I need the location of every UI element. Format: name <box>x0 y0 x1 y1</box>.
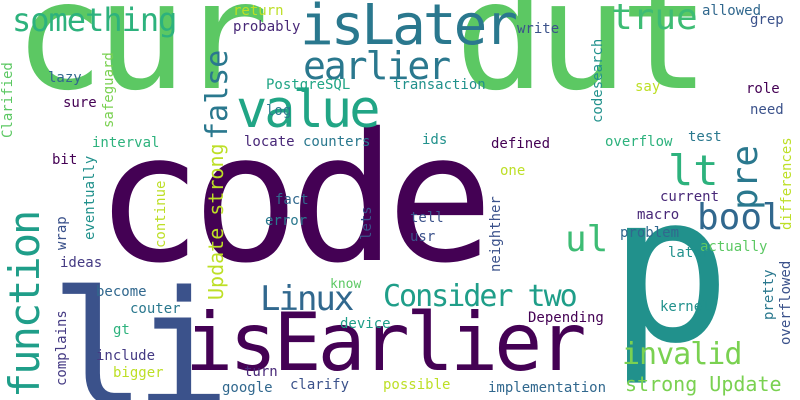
word-neighther: neighther <box>488 196 504 272</box>
word-codesearch: codesearch <box>590 38 606 123</box>
word-log: log <box>266 103 292 119</box>
word-something: something <box>12 1 177 39</box>
word-wrap: wrap <box>54 216 70 250</box>
word-Clarified: Clarified <box>0 62 16 138</box>
word-include: include <box>96 348 156 364</box>
word-fact: fact <box>275 192 309 208</box>
word-bool: bool <box>697 197 784 238</box>
word-consider-two: Consider two <box>383 279 578 314</box>
word-ideas: ideas <box>60 255 103 271</box>
word-function: function <box>0 211 49 398</box>
word-ids: ids <box>422 132 448 148</box>
word-false: false <box>200 49 235 140</box>
word-know: know <box>330 277 362 292</box>
word-lets: lets <box>359 206 375 240</box>
word-Linux: Linux <box>260 279 354 319</box>
word-code: code <box>95 95 494 302</box>
word-actually: actually <box>700 239 768 255</box>
word-safeguard: safeguard <box>101 52 117 128</box>
word-become: become <box>96 284 147 300</box>
word-couter: couter <box>130 301 181 317</box>
word-PostgreSQL: PostgreSQL <box>266 77 351 93</box>
word-lazy: lazy <box>48 70 82 86</box>
word-write: write <box>517 21 560 37</box>
word-lt: lt <box>668 146 719 195</box>
word-macro: macro <box>637 207 680 223</box>
word-implementation: implementation <box>488 380 607 396</box>
word-gt: gt <box>113 322 130 338</box>
word-value: value <box>236 80 381 140</box>
word-li: li <box>50 256 231 400</box>
word-strong-update: strong Update <box>625 372 782 396</box>
word-sure: sure <box>63 95 97 111</box>
word-continue: continue <box>153 180 169 248</box>
word-pretty: pretty <box>761 269 777 320</box>
word-bit: bit <box>52 152 78 168</box>
word-overflowed: overflowed <box>778 260 794 345</box>
word-need: need <box>750 102 784 118</box>
word-bigger: bigger <box>113 365 164 381</box>
word-overflow: overflow <box>605 134 673 150</box>
word-counters: counters <box>303 134 371 150</box>
word-isEarlier: isEarlier <box>185 296 586 389</box>
word-problem: problem <box>620 225 680 241</box>
word-p: p <box>608 151 732 389</box>
word-differences: differences <box>779 137 795 230</box>
word-device: device <box>340 316 391 332</box>
word-allowed: allowed <box>702 3 762 19</box>
word-turn: turn <box>244 364 278 380</box>
word-current: current <box>660 189 720 205</box>
word-role: role <box>746 81 780 97</box>
word-dut: dut <box>455 0 710 124</box>
word-probably: probably <box>233 19 301 35</box>
word-Depending: Depending <box>528 310 604 326</box>
word-isLater: isLater <box>300 0 518 58</box>
word-update-strong: Update strong <box>204 143 228 300</box>
word-transaction: transaction <box>393 77 486 93</box>
word-interval: interval <box>92 135 160 151</box>
word-grep: grep <box>750 12 784 28</box>
word-clarify: clarify <box>290 377 350 393</box>
word-google: google <box>222 380 273 396</box>
word-kernel: kernel <box>660 299 711 315</box>
word-usr: usr <box>410 229 436 245</box>
word-tell: tell <box>410 210 444 226</box>
word-later: later <box>668 245 711 261</box>
word-locate: locate <box>244 134 295 150</box>
word-invalid: invalid <box>622 337 742 372</box>
word-eventually: eventually <box>82 155 98 240</box>
word-ul: ul <box>565 219 609 260</box>
word-say: say <box>635 79 661 95</box>
word-one: one <box>500 163 526 179</box>
word-defined: defined <box>491 136 551 152</box>
word-return: return <box>233 3 284 19</box>
word-cur: cur <box>14 0 269 124</box>
word-earlier: earlier <box>303 44 451 88</box>
word-true: true <box>611 0 698 38</box>
word-test: test <box>688 129 722 145</box>
word-error: error <box>265 213 308 229</box>
word-possible: possible <box>383 377 451 393</box>
word-complains: complains <box>54 310 70 386</box>
